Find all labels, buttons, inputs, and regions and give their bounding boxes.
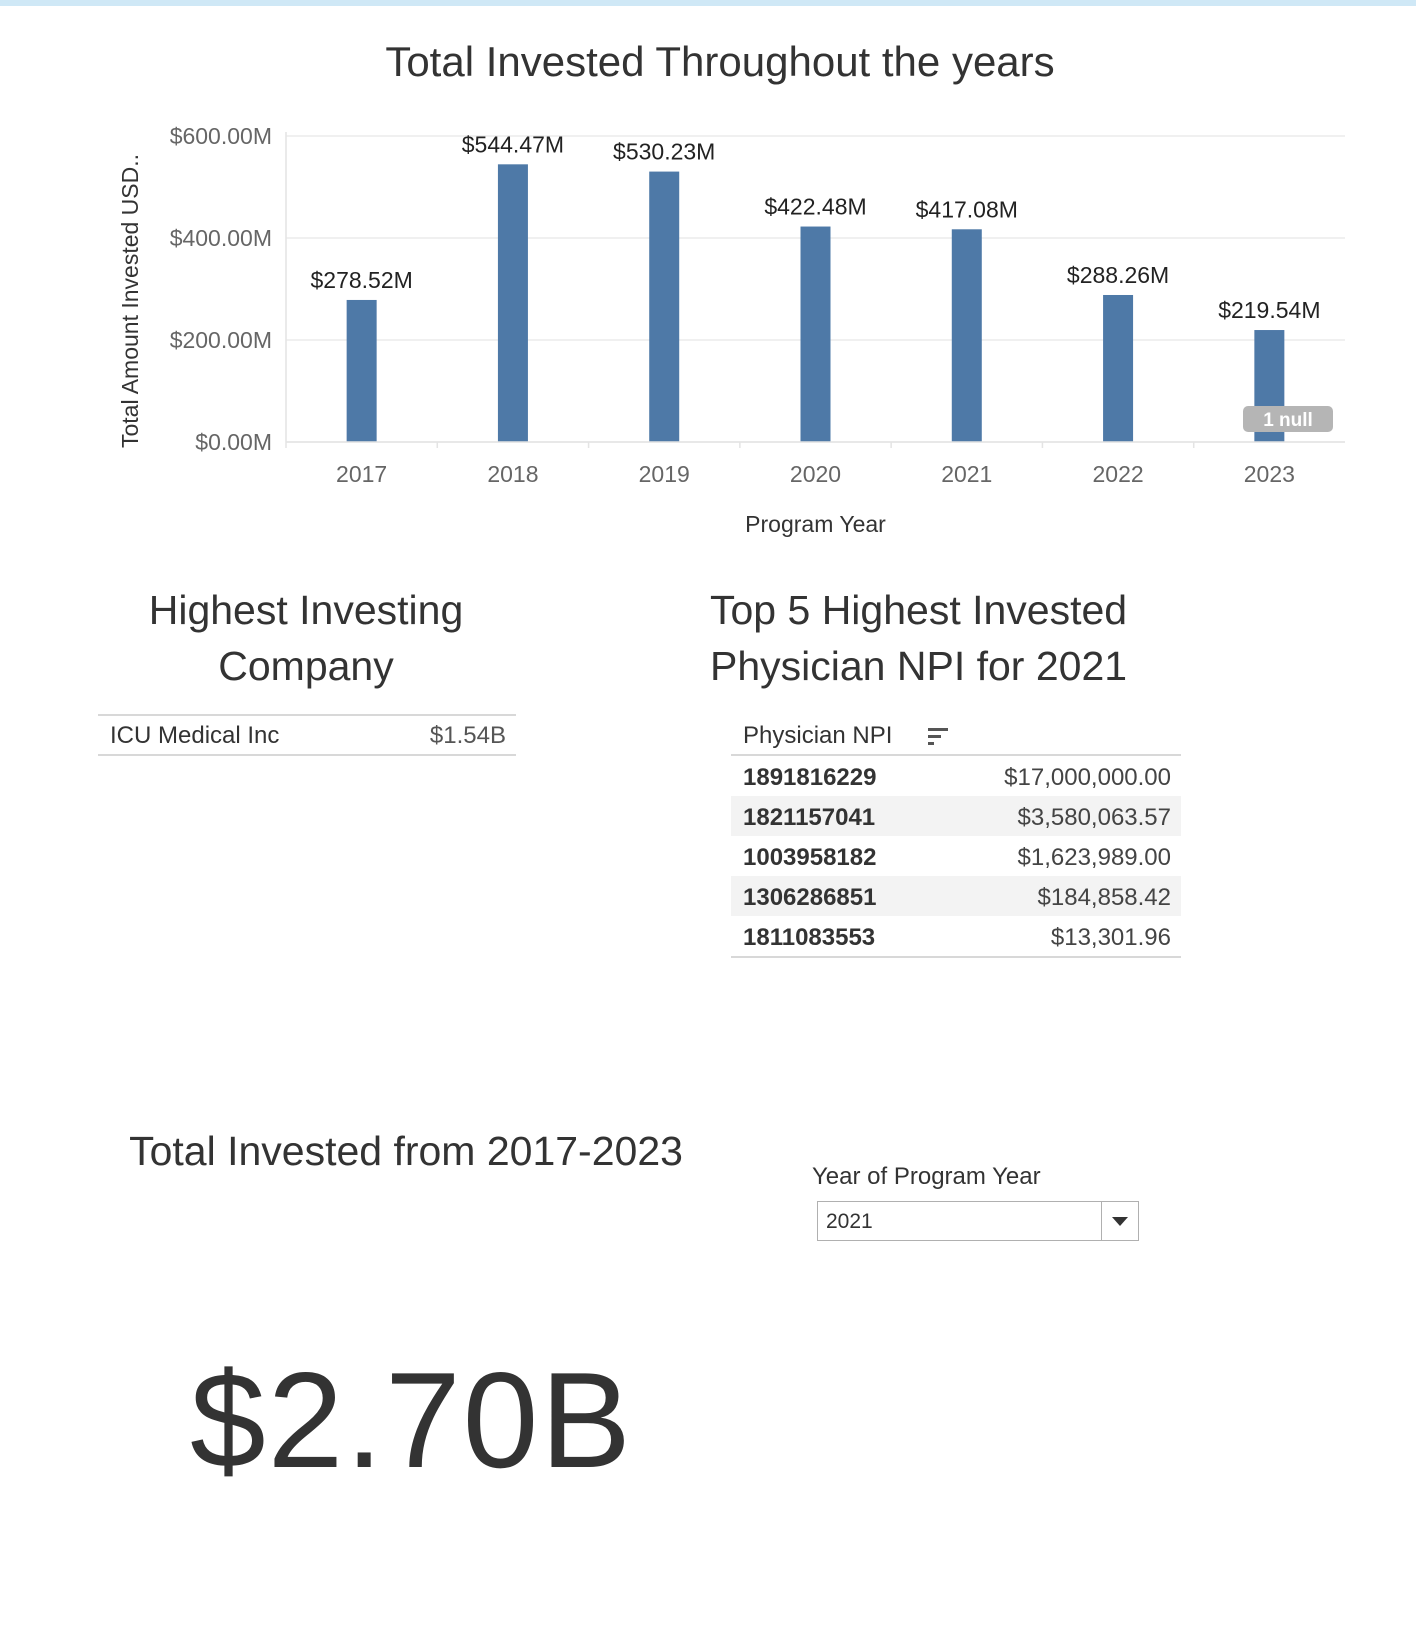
filter-label: Year of Program Year	[812, 1163, 1041, 1190]
x-tick-label: 2017	[336, 461, 387, 487]
y-axis-title: Total Amount Invested USD..	[117, 154, 143, 448]
company-title-line1: Highest Investing	[148, 587, 464, 633]
bar	[497, 164, 528, 442]
table-row[interactable]: 1003958182 $1,623,989.00	[731, 836, 1181, 876]
data-label: $288.26M	[1067, 262, 1169, 288]
company-section-title: Highest Investing Company	[96, 582, 516, 694]
data-label: $422.48M	[764, 194, 866, 220]
table-bottom-border	[731, 956, 1181, 958]
null-indicator-badge	[1243, 406, 1333, 432]
y-tick-label: $400.00M	[170, 225, 272, 251]
x-tick-label: 2020	[790, 461, 841, 487]
sort-icon[interactable]	[927, 726, 949, 746]
table-row[interactable]: 1306286851 $184,858.42	[731, 876, 1181, 916]
data-label: $278.52M	[310, 267, 412, 293]
data-label: $530.23M	[613, 139, 715, 165]
npi-column-header[interactable]: Physician NPI	[743, 722, 893, 749]
x-axis-title: Program Year	[745, 511, 886, 537]
npi-amount: $13,301.96	[1050, 924, 1171, 951]
npi-id: 1003958182	[743, 844, 877, 871]
npi-section-title: Top 5 Highest Invested Physician NPI for…	[710, 582, 1250, 694]
x-tick-label: 2019	[639, 461, 690, 487]
npi-title-line2: Physician NPI for 2021	[710, 643, 1128, 689]
year-filter-dropdown[interactable]: 2021	[817, 1201, 1139, 1241]
npi-amount: $1,623,989.00	[1017, 844, 1171, 871]
x-tick-label: 2021	[941, 461, 992, 487]
table-row[interactable]: 1811083553 $13,301.96	[731, 916, 1181, 956]
npi-id: 1811083553	[743, 924, 876, 951]
bar	[1103, 294, 1134, 442]
npi-table: Physician NPI 1891816229 $17,000,000.00 …	[731, 714, 1181, 958]
company-title-line2: Company	[218, 643, 394, 689]
company-table: ICU Medical Inc $1.54B	[98, 714, 516, 756]
data-label: $219.54M	[1218, 297, 1320, 323]
null-indicator-label[interactable]: 1 null	[1263, 410, 1313, 431]
bar	[800, 226, 831, 442]
chart-title: Total Invested Throughout the years	[385, 38, 1055, 85]
company-value[interactable]: $1.54B	[429, 722, 506, 749]
bar	[346, 299, 377, 442]
total-title: Total Invested from 2017-2023	[129, 1128, 683, 1174]
npi-amount: $17,000,000.00	[1004, 764, 1171, 791]
y-tick-label: $200.00M	[170, 327, 272, 353]
dropdown-toggle[interactable]	[1101, 1202, 1138, 1240]
npi-table-header: Physician NPI	[731, 714, 1181, 756]
npi-id: 1821157041	[743, 804, 876, 831]
table-row[interactable]: 1821157041 $3,580,063.57	[731, 796, 1181, 836]
y-tick-label: $0.00M	[195, 429, 272, 455]
year-filter-value: 2021	[826, 1210, 873, 1233]
bar-chart: $0.00M $200.00M $400.00M $600.00M $278.52M 20…	[117, 123, 1345, 537]
x-tick-label: 2023	[1244, 461, 1295, 487]
chevron-down-icon	[1112, 1217, 1128, 1226]
x-tick-label: 2018	[487, 461, 538, 487]
bar	[649, 171, 680, 442]
data-label: $544.47M	[462, 131, 564, 157]
company-name[interactable]: ICU Medical Inc	[110, 722, 280, 749]
x-tick-label: 2022	[1092, 461, 1143, 487]
top-accent-bar	[0, 0, 1416, 6]
data-label: $417.08M	[916, 196, 1018, 222]
npi-id: 1306286851	[743, 884, 877, 911]
bar	[951, 229, 982, 442]
total-value: $2.70B	[190, 1344, 634, 1496]
y-tick-label: $600.00M	[170, 123, 272, 149]
npi-id: 1891816229	[743, 764, 877, 791]
table-row[interactable]: 1891816229 $17,000,000.00	[731, 756, 1181, 796]
npi-amount: $184,858.42	[1037, 884, 1171, 911]
npi-title-line1: Top 5 Highest Invested	[710, 587, 1128, 633]
npi-amount: $3,580,063.57	[1017, 804, 1171, 831]
